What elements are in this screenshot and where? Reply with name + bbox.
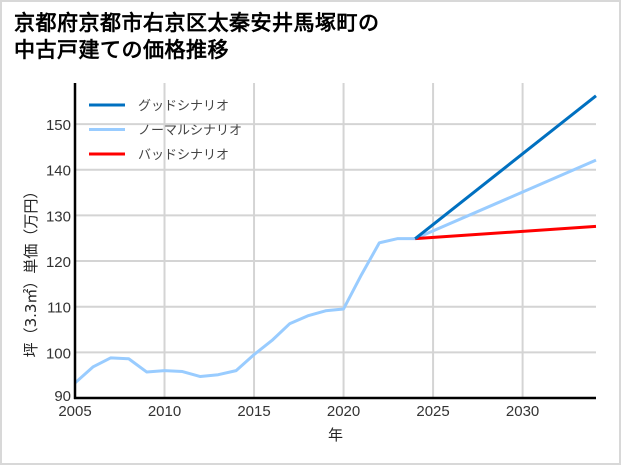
legend-label-0: グッドシナリオ bbox=[138, 99, 229, 114]
chart-title-line2: 中古戸建ての価格推移 bbox=[14, 38, 229, 62]
y-tick-label: 110 bbox=[47, 300, 71, 317]
y-axis-label: 坪（3.3㎡）単価（万円） bbox=[22, 184, 40, 358]
chart-title: 京都府京都市右京区太秦安井馬塚町の 中古戸建ての価格推移 bbox=[14, 10, 380, 64]
x-axis-label: 年 bbox=[328, 426, 343, 444]
chart-title-line1: 京都府京都市右京区太秦安井馬塚町の bbox=[14, 11, 380, 35]
y-tick-label: 90 bbox=[54, 388, 71, 405]
legend-label-2: バッドシナリオ bbox=[138, 148, 229, 163]
y-tick-label: 120 bbox=[46, 254, 71, 271]
scenario-line-0 bbox=[414, 94, 597, 240]
x-tick-label: 2010 bbox=[148, 403, 181, 420]
x-tick-label: 2020 bbox=[327, 403, 360, 420]
legend-label-1: ノーマルシナリオ bbox=[138, 124, 242, 139]
y-tick-label: 100 bbox=[46, 345, 71, 362]
y-tick-label: 130 bbox=[46, 208, 71, 225]
scenario-line-2 bbox=[415, 224, 597, 241]
x-tick-label: 2005 bbox=[58, 403, 91, 420]
y-tick-label: 150 bbox=[46, 117, 71, 134]
y-tick-label: 140 bbox=[46, 163, 71, 180]
x-tick-label: 2030 bbox=[506, 403, 539, 420]
x-tick-label: 2025 bbox=[416, 403, 449, 420]
x-tick-label: 2015 bbox=[237, 403, 270, 420]
historical-price-line bbox=[74, 237, 416, 385]
scenario-line-1 bbox=[414, 158, 597, 241]
